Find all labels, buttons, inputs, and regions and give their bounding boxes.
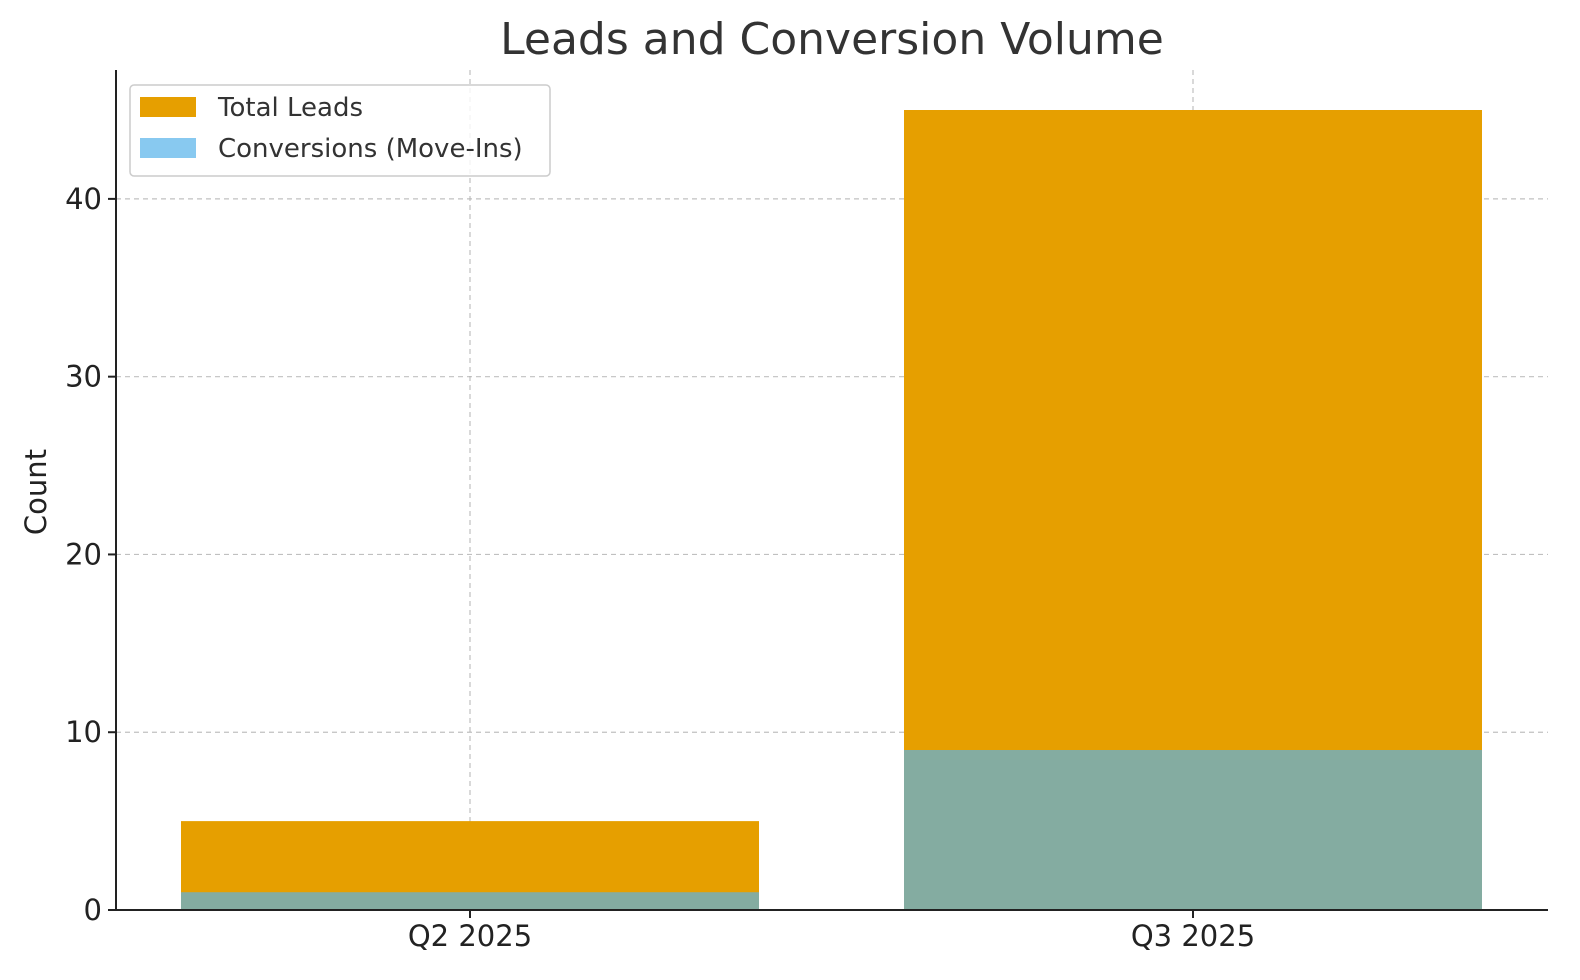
ticks-layer: 0 10 20 30 40 Q2 2025 Q3 2025 xyxy=(65,182,1255,953)
y-tick-label-0: 0 xyxy=(84,893,102,927)
chart-title: Leads and Conversion Volume xyxy=(500,14,1164,65)
legend-swatch-total-leads xyxy=(140,97,196,117)
legend-frame xyxy=(129,84,551,177)
axes-layer xyxy=(115,70,1548,911)
y-tick-label-40: 40 xyxy=(65,182,102,216)
y-tick-label-20: 20 xyxy=(65,537,102,571)
legend: Total Leads Conversions (Move-Ins) xyxy=(129,84,551,177)
bar-conversions-q3-2025 xyxy=(904,750,1482,910)
y-tick-label-30: 30 xyxy=(65,360,102,394)
legend-label-conversions: Conversions (Move-Ins) xyxy=(218,134,523,164)
bars-layer xyxy=(181,110,1482,910)
legend-label-total-leads: Total Leads xyxy=(217,93,363,123)
bar-conversions-q2-2025 xyxy=(181,892,759,910)
legend-swatch-conversions xyxy=(140,138,196,158)
y-tick-label-10: 10 xyxy=(65,715,102,749)
x-tick-label-1: Q3 2025 xyxy=(1131,919,1255,953)
y-axis-label: Count xyxy=(19,449,53,535)
x-tick-label-0: Q2 2025 xyxy=(408,919,532,953)
